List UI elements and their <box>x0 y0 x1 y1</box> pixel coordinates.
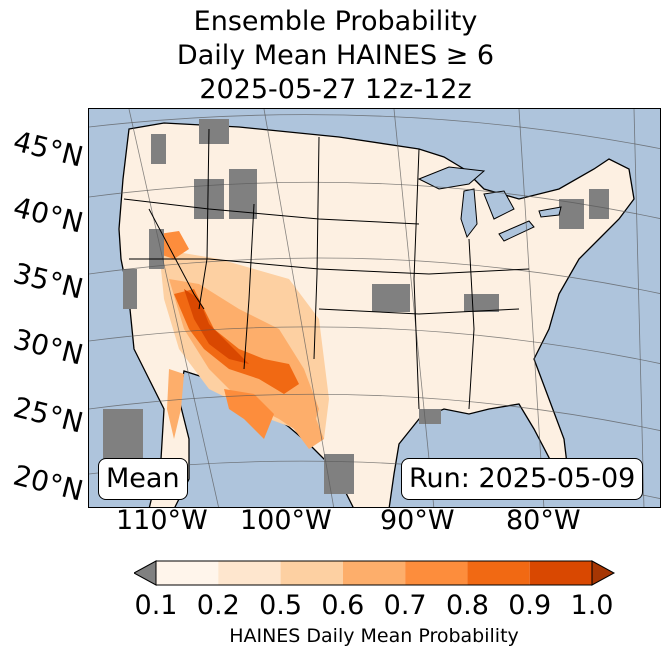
colorbar-tick-label: 0.8 <box>445 590 489 621</box>
lat-label-25: 25°N <box>10 390 87 440</box>
colorbar-bin <box>156 561 219 585</box>
missing-block <box>199 119 229 144</box>
missing-block <box>123 269 137 309</box>
title-line-1: Ensemble Probability <box>193 6 478 37</box>
lon-label-90: 90°W <box>380 505 455 536</box>
colorbar-tick-label: 1.0 <box>570 590 614 621</box>
run-date-label: Run: 2025-05-09 <box>401 458 644 500</box>
colorbar-bin <box>529 561 592 585</box>
map-panel <box>88 108 661 508</box>
state-border <box>468 238 475 410</box>
missing-block <box>372 284 410 312</box>
lat-line-35 <box>89 257 660 294</box>
colorbar-tick-label: 0.1 <box>134 590 178 621</box>
lon-line-110 <box>128 109 219 507</box>
colorbar-tick-label: 0.2 <box>196 590 240 621</box>
lon-line-70 <box>633 109 645 507</box>
lat-line-40 <box>89 181 660 219</box>
colorbar-bin <box>218 561 281 585</box>
colorbar-tick-label: 0.6 <box>321 590 365 621</box>
lake-huron <box>483 190 515 220</box>
lon-line-80 <box>518 109 545 507</box>
state-border <box>148 208 205 310</box>
colorbar-under-arrow <box>134 560 157 586</box>
lon-line-100 <box>263 109 335 507</box>
lat-label-20: 20°N <box>10 458 87 508</box>
lat-line-30 <box>89 326 660 364</box>
colorbar-tick-label: 0.5 <box>259 590 303 621</box>
lat-label-45: 45°N <box>10 124 87 174</box>
shade-baja <box>167 369 184 439</box>
lat-label-35: 35°N <box>10 256 87 306</box>
state-border <box>243 203 255 370</box>
state-border <box>198 128 210 310</box>
lake-superior <box>417 166 486 190</box>
missing-block <box>419 409 441 424</box>
missing-block <box>151 134 166 164</box>
map-canvas <box>89 109 660 507</box>
colorbar-bin <box>342 561 406 585</box>
state-borders <box>123 128 530 410</box>
missing-block <box>464 294 499 312</box>
state-border <box>313 136 320 360</box>
colorbar-tick-label: 0.7 <box>383 590 427 621</box>
lon-label-80: 80°W <box>506 505 581 536</box>
lat-label-30: 30°N <box>10 322 87 372</box>
state-border <box>318 308 520 315</box>
missing-block <box>589 189 609 219</box>
shade-nevada <box>159 231 189 259</box>
lake-michigan <box>460 188 478 239</box>
lon-label-110: 110°W <box>116 505 208 536</box>
title-line-3: 2025-05-27 12z-12z <box>199 74 472 105</box>
lat-label-40: 40°N <box>10 190 87 240</box>
colorbar-over-arrow <box>591 560 616 586</box>
shade-arizona-peak <box>184 289 249 364</box>
state-border <box>129 258 530 275</box>
colorbar-bin <box>467 561 530 585</box>
shade-texas <box>289 409 324 449</box>
missing-block <box>229 169 257 219</box>
title-line-2: Daily Mean HAINES ≥ 6 <box>176 40 495 71</box>
mean-label: Mean <box>98 458 188 500</box>
lake-ontario <box>538 206 562 218</box>
lat-line-25 <box>89 393 660 431</box>
state-border <box>123 198 420 225</box>
great-lakes <box>417 166 562 242</box>
colorbar <box>134 560 616 586</box>
graticule <box>89 109 660 507</box>
lon-line-90 <box>393 109 435 507</box>
lon-label-100: 100°W <box>240 505 332 536</box>
colorbar-tick-label: 0.9 <box>508 590 552 621</box>
colorbar-bin <box>280 561 343 585</box>
shade-mexico <box>224 389 274 439</box>
lake-erie <box>498 220 535 242</box>
colorbar-bin <box>405 561 468 585</box>
lat-line-45 <box>89 114 660 150</box>
state-border <box>413 148 420 410</box>
colorbar-label: HAINES Daily Mean Probability <box>229 625 519 647</box>
missing-block <box>324 454 354 494</box>
missing-block <box>149 229 164 269</box>
